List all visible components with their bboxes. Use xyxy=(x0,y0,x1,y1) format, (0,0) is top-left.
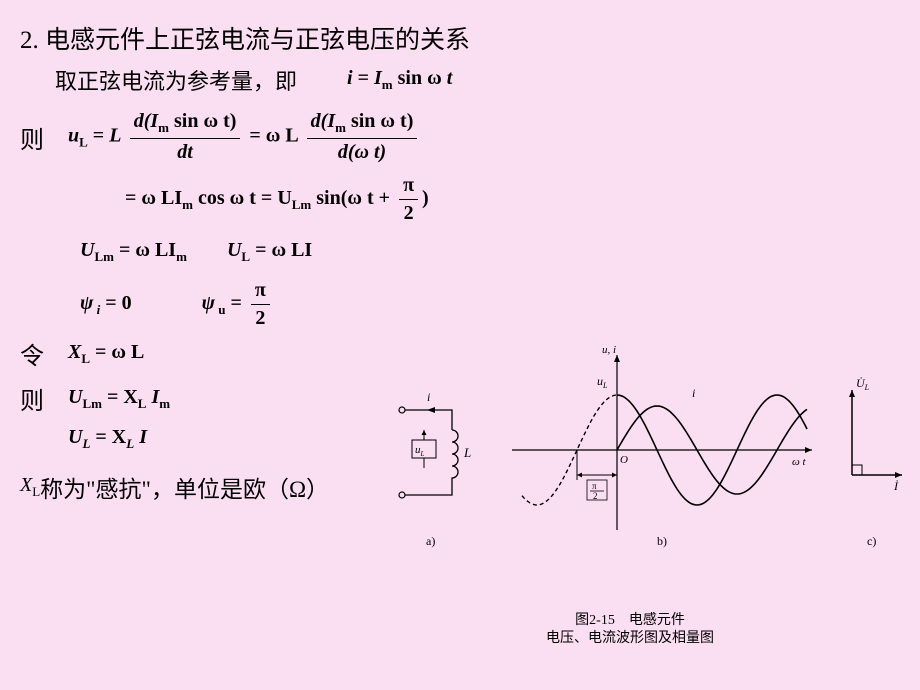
svg-text:uL: uL xyxy=(415,444,425,458)
caption-line-1: 图2-15 电感元件 xyxy=(500,612,760,630)
svg-text:İ: İ xyxy=(893,479,899,493)
formula-ULm: ULm = ω LIm xyxy=(80,239,187,265)
svg-text:uL: uL xyxy=(597,374,608,390)
svg-text:a): a) xyxy=(426,534,435,548)
formula-psi-i: ψ i = 0 xyxy=(80,292,132,318)
svg-text:c): c) xyxy=(867,534,876,548)
svg-text:O: O xyxy=(620,454,628,466)
waveform-diagram: u, i ω t O uL i π 2 b) xyxy=(512,344,812,548)
svg-text:i: i xyxy=(427,390,430,404)
lead-then-2: 则 xyxy=(20,381,68,416)
formula-ULm2: ULm = XL Im xyxy=(68,386,170,412)
lead-then-1: 则 xyxy=(20,120,68,155)
eq-row-ULm-UL: ULm = ω LIm UL = ω LI xyxy=(80,239,900,265)
circuit-diagram: i L uL a) xyxy=(399,390,471,548)
reference-line: 取正弦电流为参考量，即 i = Im sin ω t xyxy=(55,64,900,96)
svg-text:u, i: u, i xyxy=(602,344,616,356)
svg-text:i: i xyxy=(692,386,695,400)
figure-caption: 图2-15 电感元件 电压、电流波形图及相量图 xyxy=(500,612,760,648)
formula-XL: XL = ω L xyxy=(68,341,144,367)
formula-psi-u: ψ u = π2 xyxy=(202,279,274,330)
formula-i: i = Im sin ω t xyxy=(347,67,452,93)
svg-text:π: π xyxy=(592,481,597,491)
svg-text:b): b) xyxy=(657,534,667,548)
caption-line-2: 电压、电流波形图及相量图 xyxy=(500,630,760,648)
formula-deriv1: uL = L d(Im sin ω t) dt = ω L d(Im sin ω… xyxy=(68,110,421,164)
svg-text:2: 2 xyxy=(593,491,598,501)
formula-UL: UL = ω LI xyxy=(227,239,312,265)
formula-UL2: UL = XL I xyxy=(68,426,147,452)
deriv-row-2: = ω LIm cos ω t = ULm sin(ω t + π2) xyxy=(125,174,900,225)
reference-text: 取正弦电流为参考量，即 xyxy=(55,64,297,96)
svg-text:L: L xyxy=(463,445,471,460)
phasor-diagram: U̇L İ c) xyxy=(849,376,902,548)
formula-deriv2: = ω LIm cos ω t = ULm sin(ω t + π2) xyxy=(125,174,429,225)
section-heading: 2. 电感元件上正弦电流与正弦电压的关系 xyxy=(20,20,900,56)
svg-text:U̇L: U̇L xyxy=(856,376,870,392)
lead-let: 令 xyxy=(20,336,68,371)
svg-text:ω t: ω t xyxy=(792,456,807,468)
deriv-row-1: 则 uL = L d(Im sin ω t) dt = ω L d(Im sin… xyxy=(20,110,900,164)
figure-2-15: i L uL a) u, i ω t O uL i π xyxy=(382,335,909,600)
eq-row-psi: ψ i = 0 ψ u = π2 xyxy=(80,279,900,330)
